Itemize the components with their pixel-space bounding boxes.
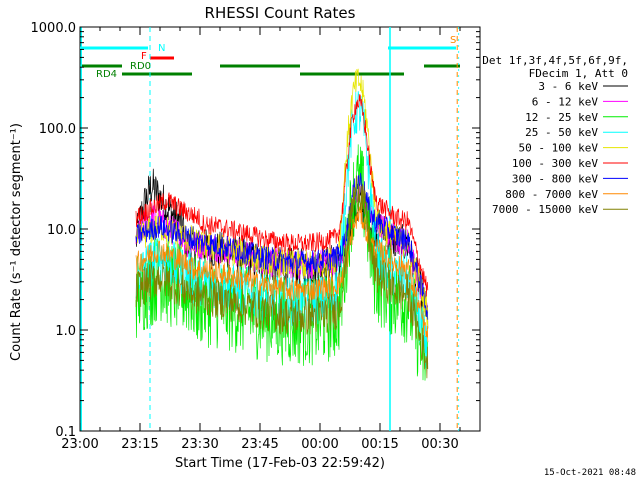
y-tick-label: 0.1: [55, 425, 76, 440]
series-line-6: [135, 172, 429, 320]
annotation-n: N: [158, 43, 165, 54]
annotation-s: S: [450, 35, 456, 46]
y-tick-label: 10.0: [47, 223, 76, 238]
x-tick-label: 00:15: [361, 437, 398, 452]
legend-entry-label: 12 - 25 keV: [525, 111, 598, 124]
legend: Det 1f,3f,4f,5f,6f,9f,FDecim 1, Att 03 -…: [482, 54, 628, 216]
legend-entry-label: 800 - 7000 keV: [505, 188, 598, 201]
x-tick-label: 00:30: [421, 437, 458, 452]
series-line-8: [135, 175, 429, 379]
series-line-5: [135, 94, 429, 297]
x-tick-label: 23:00: [61, 437, 98, 452]
legend-entry-label: 7000 - 15000 keV: [492, 203, 598, 216]
series-line-7: [135, 202, 429, 342]
x-tick-label: 23:15: [121, 437, 158, 452]
axes-group: 23:00 23:15 23:30 23:45 00:00 00:15 00:30 0.1 1.…: [31, 21, 481, 452]
y-tick-label: 100.0: [39, 122, 76, 137]
legend-header: FDecim 1, Att 0: [529, 67, 628, 80]
legend-entry-label: 50 - 100 keV: [519, 142, 599, 155]
legend-entry-label: 300 - 800 keV: [512, 172, 598, 185]
y-axis-label: Count Rate (s⁻¹ detector segment⁻¹): [9, 123, 24, 361]
annotation-rd4: RD4: [96, 69, 117, 80]
x-axis-label: Start Time (17-Feb-03 22:59:42): [175, 456, 385, 471]
series-group: [135, 68, 429, 381]
timestamp: 15-Oct-2021 08:48: [544, 468, 636, 478]
chart-title: RHESSI Count Rates: [205, 4, 356, 22]
legend-entry-label: 100 - 300 keV: [512, 157, 598, 170]
x-tick-label: 23:45: [241, 437, 278, 452]
annotation-rd0: RD0: [130, 61, 151, 72]
legend-entry-label: 25 - 50 keV: [525, 126, 598, 139]
legend-entry-label: 6 - 12 keV: [532, 95, 599, 108]
y-tick-label: 1000.0: [31, 21, 77, 36]
x-tick-label: 23:30: [181, 437, 218, 452]
y-tick-label: 1.0: [55, 324, 76, 339]
legend-entry-label: 3 - 6 keV: [538, 80, 598, 93]
x-tick-label: 00:00: [301, 437, 338, 452]
legend-header: Det 1f,3f,4f,5f,6f,9f,: [482, 54, 628, 67]
annotation-f: F: [141, 51, 147, 62]
